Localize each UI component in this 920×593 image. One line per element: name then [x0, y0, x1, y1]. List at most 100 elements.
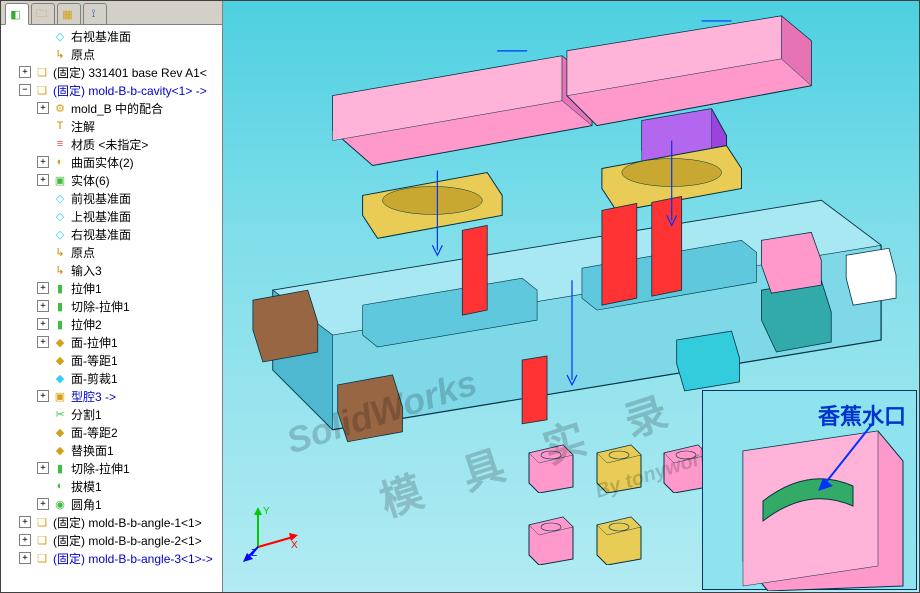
- sidebar-tab[interactable]: 🗀: [31, 3, 55, 25]
- feature-icon: ▮: [52, 298, 68, 314]
- feature-icon: ❏: [34, 82, 50, 98]
- feature-icon: ◉: [52, 496, 68, 512]
- svg-text:Z: Z: [251, 548, 257, 559]
- small-part: [591, 439, 645, 493]
- expand-toggle[interactable]: +: [37, 390, 49, 402]
- tree-node[interactable]: ◆面-等距2: [1, 423, 222, 441]
- feature-icon: ◆: [52, 424, 68, 440]
- expand-toggle[interactable]: +: [37, 318, 49, 330]
- feature-label: (固定) mold-B-b-angle-3<1>->: [53, 550, 213, 567]
- angle-pink: [761, 232, 821, 293]
- tree-node[interactable]: ↳原点: [1, 45, 222, 63]
- tree-node[interactable]: +▮切除-拉伸1: [1, 459, 222, 477]
- feature-label: 上视基准面: [71, 208, 131, 225]
- feature-icon: ◐: [52, 478, 68, 494]
- tree-node[interactable]: ◇右视基准面: [1, 225, 222, 243]
- small-part: [523, 439, 577, 493]
- feature-icon: ◆: [52, 370, 68, 386]
- tree-node[interactable]: +▮切除-拉伸1: [1, 297, 222, 315]
- feature-label: 右视基准面: [71, 28, 131, 45]
- svg-text:Y: Y: [263, 506, 270, 517]
- feature-icon: ≡: [52, 136, 68, 152]
- tree-node[interactable]: ◆面-剪裁1: [1, 369, 222, 387]
- feature-label: 原点: [71, 244, 95, 261]
- expand-toggle[interactable]: +: [37, 498, 49, 510]
- expand-toggle[interactable]: +: [19, 534, 31, 546]
- tree-node[interactable]: +▣实体(6): [1, 171, 222, 189]
- screw-icon: ⟟: [86, 6, 102, 22]
- tree-node[interactable]: ↳原点: [1, 243, 222, 261]
- feature-label: 面-拉伸1: [71, 334, 118, 351]
- detail-inset: 香蕉水口: [702, 390, 917, 590]
- feature-label: (固定) 331401 base Rev A1<: [53, 64, 207, 81]
- tree-node[interactable]: ◐拔模1: [1, 477, 222, 495]
- feature-icon: ▮: [52, 316, 68, 332]
- tree-node[interactable]: +▮拉伸2: [1, 315, 222, 333]
- feature-icon: ❏: [34, 550, 50, 566]
- tree-node[interactable]: +⚙mold_B 中的配合: [1, 99, 222, 117]
- feature-label: 替换面1: [71, 442, 114, 459]
- feature-label: 实体(6): [71, 172, 110, 189]
- expand-toggle[interactable]: +: [19, 552, 31, 564]
- feature-icon: ❏: [34, 64, 50, 80]
- angle-brown-2: [338, 375, 403, 442]
- expand-toggle[interactable]: +: [37, 282, 49, 294]
- feature-label: 拉伸2: [71, 316, 102, 333]
- expand-toggle[interactable]: +: [37, 336, 49, 348]
- app-root: ◧🗀▦⟟ ◇右视基准面↳原点+❏(固定) 331401 base Rev A1<…: [0, 0, 920, 593]
- gate-annotation: 香蕉水口: [818, 399, 906, 431]
- expand-toggle[interactable]: +: [37, 300, 49, 312]
- tree-node[interactable]: +▮拉伸1: [1, 279, 222, 297]
- feature-label: (固定) mold-B-b-cavity<1> ->: [53, 82, 207, 99]
- tree-node[interactable]: ◇上视基准面: [1, 207, 222, 225]
- feature-label: 注解: [71, 118, 95, 135]
- feature-label: 圆角1: [71, 496, 102, 513]
- expand-toggle[interactable]: +: [37, 156, 49, 168]
- tree-node[interactable]: +❏(固定) mold-B-b-angle-1<1>: [1, 513, 222, 531]
- tree-node[interactable]: ◇右视基准面: [1, 27, 222, 45]
- tree-node[interactable]: +❏(固定) 331401 base Rev A1<: [1, 63, 222, 81]
- graphics-viewport[interactable]: SolidWorks 模 具 实 录 By tonyworks Y X Z 香蕉…: [223, 1, 919, 592]
- svg-text:X: X: [291, 540, 298, 551]
- coordinate-triad: Y X Z: [243, 502, 303, 562]
- feature-label: mold_B 中的配合: [71, 100, 163, 117]
- feature-icon: ❏: [34, 514, 50, 530]
- feature-label: (固定) mold-B-b-angle-1<1>: [53, 514, 202, 531]
- sidebar-tab[interactable]: ▦: [57, 3, 81, 25]
- feature-label: 分割1: [71, 406, 102, 423]
- feature-tree[interactable]: ◇右视基准面↳原点+❏(固定) 331401 base Rev A1<−❏(固定…: [1, 25, 222, 592]
- tree-node[interactable]: +◐曲面实体(2): [1, 153, 222, 171]
- tree-node[interactable]: ✂分割1: [1, 405, 222, 423]
- tree-node[interactable]: ◆面-等距1: [1, 351, 222, 369]
- feature-label: 面-剪裁1: [71, 370, 118, 387]
- expand-toggle[interactable]: −: [19, 84, 31, 96]
- tree-node[interactable]: +◆面-拉伸1: [1, 333, 222, 351]
- tree-node[interactable]: ↳输入3: [1, 261, 222, 279]
- tree-node[interactable]: ◇前视基准面: [1, 189, 222, 207]
- expand-toggle[interactable]: +: [37, 102, 49, 114]
- tree-node[interactable]: T注解: [1, 117, 222, 135]
- feature-icon: T: [52, 118, 68, 134]
- tree-node[interactable]: +◉圆角1: [1, 495, 222, 513]
- tree-node[interactable]: +❏(固定) mold-B-b-angle-2<1>: [1, 531, 222, 549]
- expand-toggle[interactable]: +: [19, 516, 31, 528]
- feature-icon: ▮: [52, 280, 68, 296]
- tree-node[interactable]: +❏(固定) mold-B-b-angle-3<1>->: [1, 549, 222, 567]
- sidebar-tab[interactable]: ⟟: [83, 3, 107, 25]
- tree-node[interactable]: −❏(固定) mold-B-b-cavity<1> ->: [1, 81, 222, 99]
- feature-icon: ↳: [52, 262, 68, 278]
- expand-toggle[interactable]: +: [19, 66, 31, 78]
- sidebar-tab[interactable]: ◧: [5, 3, 29, 25]
- tree-node[interactable]: ◆替换面1: [1, 441, 222, 459]
- expand-toggle[interactable]: +: [37, 462, 49, 474]
- feature-icon: ▣: [52, 172, 68, 188]
- expand-toggle[interactable]: +: [37, 174, 49, 186]
- feature-label: 面-等距2: [71, 424, 118, 441]
- feature-label: 拉伸1: [71, 280, 102, 297]
- feature-icon: ▮: [52, 460, 68, 476]
- top-plate-left: [333, 56, 592, 166]
- tree-node[interactable]: +▣型腔3 ->: [1, 387, 222, 405]
- feature-icon: ↳: [52, 244, 68, 260]
- tree-node[interactable]: ≡材质 <未指定>: [1, 135, 222, 153]
- feature-label: 面-等距1: [71, 352, 118, 369]
